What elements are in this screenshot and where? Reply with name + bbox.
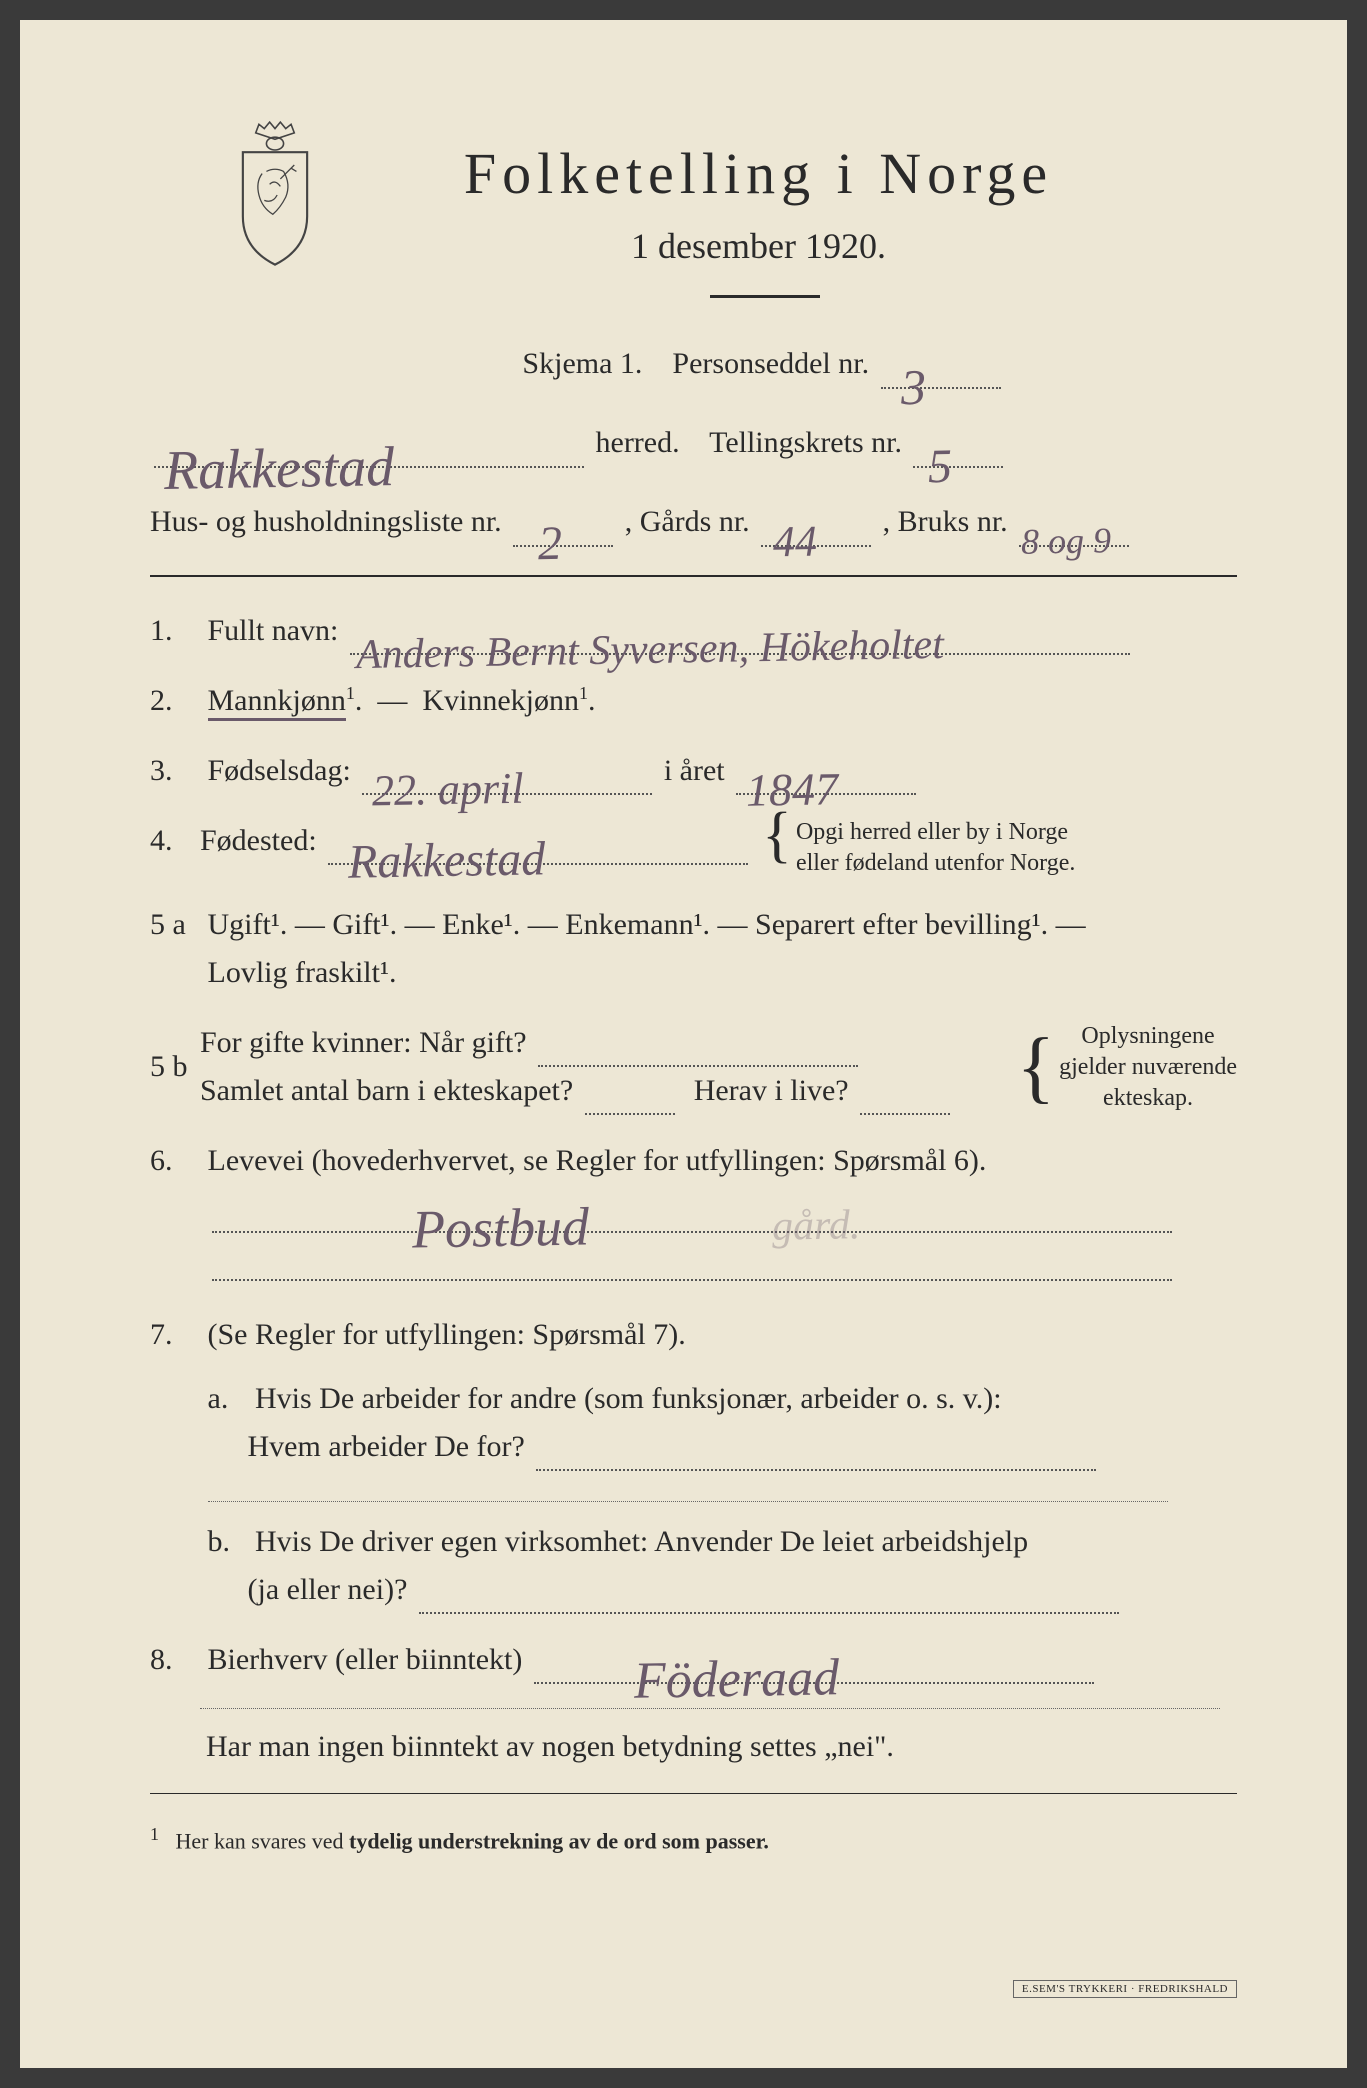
q5a-opts: Ugift¹. — Gift¹. — Enke¹. — Enkemann¹. —… <box>208 908 1086 941</box>
q5a-num: 5 a <box>150 901 200 949</box>
q4: 4. Fødested: Rakkestad { Opgi herred ell… <box>150 817 1237 879</box>
q1-value: Anders Bernt Syversen, Hökeholtet <box>355 612 944 689</box>
q5b: 5 b For gifte kvinner: Når gift? Samlet … <box>150 1019 1237 1115</box>
q7: 7. (Se Regler for utfyllingen: Spørsmål … <box>150 1311 1237 1614</box>
subtitle-date: 1 desember 1920. <box>280 225 1237 267</box>
q7b-label: b. <box>208 1518 248 1566</box>
tellingskrets-label: Tellingskrets nr. <box>709 426 902 459</box>
q5b-l1: For gifte kvinner: Når gift? <box>200 1026 527 1059</box>
q2-mann: Mannkjønn <box>208 684 346 721</box>
q6-value-faint: gård. <box>771 1193 860 1262</box>
divider <box>150 575 1237 577</box>
q1-label: Fullt navn: <box>208 614 339 647</box>
q5b-note: Oplysningene gjelder nuværende ekteskap. <box>1059 1021 1237 1115</box>
q7a-label: a. <box>208 1375 248 1423</box>
q8-num: 8. <box>150 1636 200 1684</box>
gards-value: 44 <box>773 505 818 581</box>
q3: 3. Fødselsdag: 22. april i året 1847 <box>150 747 1237 795</box>
q6-num: 6. <box>150 1137 200 1185</box>
q5b-l2b: Herav i live? <box>694 1074 849 1107</box>
q7-num: 7. <box>150 1311 200 1359</box>
q5b-l2a: Samlet antal barn i ekteskapet? <box>200 1074 573 1107</box>
q1: 1. Fullt navn: Anders Bernt Syversen, Hö… <box>150 607 1237 655</box>
divider <box>710 295 820 298</box>
q1-num: 1. <box>150 607 200 655</box>
q8: 8. Bierhverv (eller biinntekt) Föderaad <box>150 1636 1237 1684</box>
herred-line: Rakkestad herred. Tellingskrets nr. 5 <box>150 417 1237 468</box>
q3-year: 1847 <box>746 752 839 827</box>
q3-label: Fødselsdag: <box>208 754 351 787</box>
q7b-q: (ja eller nei)? <box>208 1573 408 1606</box>
main-title: Folketelling i Norge <box>280 140 1237 207</box>
bruks-value: 8 og 9 <box>1021 510 1112 573</box>
q5a: 5 a Ugift¹. — Gift¹. — Enke¹. — Enkemann… <box>150 901 1237 997</box>
q7a-q: Hvem arbeider De for? <box>208 1430 525 1463</box>
printer-mark: E.SEM'S TRYKKERI · FREDRIKSHALD <box>1013 1980 1237 1998</box>
q5b-num: 5 b <box>150 1043 200 1091</box>
coat-of-arms-icon <box>220 120 330 270</box>
header: Folketelling i Norge 1 desember 1920. <box>150 140 1237 298</box>
q3-year-label: i året <box>664 754 725 787</box>
skjema-label: Skjema 1. <box>522 347 642 380</box>
herred-value: Rakkestad <box>163 420 395 519</box>
bruks-label: , Bruks nr. <box>883 505 1008 538</box>
q7a-text: Hvis De arbeider for andre (som funksjon… <box>255 1382 1002 1415</box>
q5a-line2: Lovlig fraskilt¹. <box>208 956 397 989</box>
q2-num: 2. <box>150 677 200 725</box>
q8-value: Föderaad <box>633 1637 840 1724</box>
q4-note: Opgi herred eller by i Norge eller fødel… <box>796 817 1075 879</box>
q3-day: 22. april <box>372 754 525 827</box>
divider <box>150 1793 1237 1794</box>
q6-label: Levevei (hovederhvervet, se Regler for u… <box>208 1144 987 1177</box>
husliste-value: 2 <box>537 503 562 585</box>
footnote: 1 Her kan svares ved tydelig understrekn… <box>150 1824 1237 1854</box>
q2: 2. Mannkjønn1. — Kvinnekjønn1. <box>150 677 1237 725</box>
footnote-text: Her kan svares ved tydelig understreknin… <box>176 1829 769 1854</box>
herred-label: herred. <box>596 426 680 459</box>
q2-kvinne: Kvinnekjønn <box>422 684 579 717</box>
personseddel-label: Personseddel nr. <box>672 347 869 380</box>
q6-value: Postbud <box>411 1184 589 1273</box>
skjema-line: Skjema 1. Personseddel nr. 3 <box>290 338 1237 389</box>
q4-num: 4. <box>150 817 200 865</box>
q4-value: Rakkestad <box>348 821 547 901</box>
q7-label: (Se Regler for utfyllingen: Spørsmål 7). <box>208 1318 686 1351</box>
bottom-note: Har man ingen biinntekt av nogen betydni… <box>150 1723 1237 1771</box>
tellingskrets-value: 5 <box>928 426 953 508</box>
q8-label: Bierhverv (eller biinntekt) <box>208 1643 523 1676</box>
q3-num: 3. <box>150 747 200 795</box>
brace-icon: { <box>1017 1043 1055 1091</box>
census-form-page: Folketelling i Norge 1 desember 1920. Sk… <box>20 20 1347 2068</box>
q4-label: Fødested: <box>200 824 317 857</box>
q6: 6. Levevei (hovederhvervet, se Regler fo… <box>150 1137 1237 1281</box>
q7b-text: Hvis De driver egen virksomhet: Anvender… <box>255 1525 1028 1558</box>
gards-label: , Gårds nr. <box>625 505 750 538</box>
